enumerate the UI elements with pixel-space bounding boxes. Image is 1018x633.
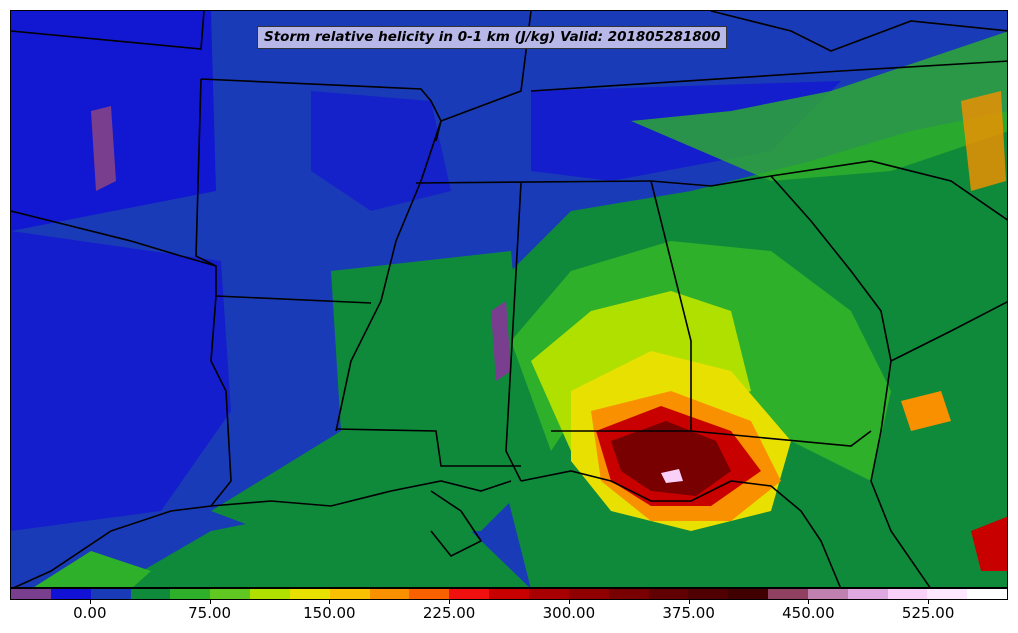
colorbar-swatch xyxy=(648,589,689,599)
colorbar-swatch xyxy=(847,589,888,599)
colorbar-tick-mark xyxy=(688,600,690,604)
field-louisiana-green xyxy=(211,251,531,541)
border-mississippi-alabama xyxy=(505,182,522,482)
colorbar-swatch xyxy=(170,589,211,599)
field-west-low xyxy=(11,11,216,231)
colorbar-swatch xyxy=(489,589,529,599)
field-texas-coast xyxy=(34,551,151,587)
border-georgia-sc xyxy=(770,175,892,362)
border-louisiana-mississippi xyxy=(335,428,521,467)
colorbar-swatch xyxy=(130,589,171,599)
border-tennessee-south xyxy=(415,180,652,184)
colorbar-swatch xyxy=(608,589,649,599)
colorbar-swatch xyxy=(90,589,131,599)
border-red-river xyxy=(11,210,217,267)
field-gulf-green xyxy=(114,511,529,587)
colorbar-swatch xyxy=(807,589,848,599)
colorbar-tick-label: 525.00 xyxy=(901,604,955,622)
colorbar-swatch xyxy=(688,589,729,599)
colorbar-swatch xyxy=(11,589,51,599)
colorbar-tick-mark xyxy=(808,600,810,604)
border-kentucky-virginia xyxy=(530,60,1007,92)
colorbar-tick-label: 225.00 xyxy=(422,604,476,622)
colorbar-swatch xyxy=(967,589,1008,599)
field-texas-purple xyxy=(91,106,116,191)
field-core-dark-red xyxy=(611,421,731,496)
colorbar-tick-mark xyxy=(89,600,91,604)
colorbar-tick-mark xyxy=(329,600,331,604)
colorbar-tick-mark xyxy=(568,600,570,604)
field-mississippi-purple xyxy=(491,301,511,381)
colorbar-swatch xyxy=(250,589,290,599)
map-canvas xyxy=(11,11,1007,587)
helicity-map: Storm relative helicity in 0-1 km (J/kg)… xyxy=(10,10,1008,588)
colorbar-swatch xyxy=(329,589,370,599)
colorbar-swatch xyxy=(568,589,609,599)
colorbar-swatch xyxy=(927,589,968,599)
colorbar xyxy=(10,588,1008,600)
colorbar-tick-mark xyxy=(209,600,211,604)
field-ne-hotspot xyxy=(961,91,1006,191)
border-mississippi-river xyxy=(335,120,442,432)
colorbar-swatch xyxy=(210,589,251,599)
field-arkansas-low xyxy=(311,91,451,211)
field-carolinas-green xyxy=(631,31,1007,181)
colorbar-tick-label: 375.00 xyxy=(662,604,715,622)
border-florida-north xyxy=(551,430,872,447)
colorbar-swatch xyxy=(768,589,808,599)
colorbar-tick-label: 150.00 xyxy=(303,604,356,622)
field-core-max xyxy=(661,469,683,483)
colorbar-swatch xyxy=(887,589,928,599)
coast-mississippi-delta xyxy=(430,490,483,558)
border-arkansas-louisiana xyxy=(215,295,372,304)
colorbar-swatch xyxy=(449,589,490,599)
border-oklahoma-east xyxy=(195,78,217,296)
coast-atlantic-carolina xyxy=(890,301,1007,362)
colorbar-swatch xyxy=(409,589,450,599)
border-ohio-river xyxy=(710,11,1007,52)
map-title: Storm relative helicity in 0-1 km (J/kg)… xyxy=(257,26,728,49)
colorbar-ticks: 0.00 75.00 150.00 225.00 300.00 375.00 450.00 5… xyxy=(10,600,1008,630)
border-nc-sc xyxy=(650,160,1007,221)
colorbar-swatch xyxy=(528,589,569,599)
coast-florida-panhandle xyxy=(520,470,842,587)
colorbar-tick-label: 75.00 xyxy=(188,604,232,622)
colorbar-swatch xyxy=(289,589,330,599)
colorbar-tick-mark xyxy=(928,600,930,604)
state-borders xyxy=(11,11,1007,587)
coast-georgia-florida-east xyxy=(870,360,931,587)
border-texas-louisiana xyxy=(210,295,232,507)
colorbar-tick-label: 0.00 xyxy=(73,604,107,622)
coast-gulf xyxy=(13,480,512,587)
field-atlantic-hotspot xyxy=(971,516,1007,571)
colorbar-tick-label: 450.00 xyxy=(782,604,835,622)
field-georgia-hotspot xyxy=(901,391,951,431)
colorbar-tick-label: 300.00 xyxy=(542,604,596,622)
colorbar-swatch xyxy=(50,589,91,599)
colorbar-swatch xyxy=(728,589,769,599)
colorbar-swatch xyxy=(369,589,410,599)
border-alabama-georgia xyxy=(650,180,692,431)
border-kansas-nebraska xyxy=(11,11,205,50)
colorbar-tick-mark xyxy=(449,600,451,604)
field-sw-low xyxy=(11,231,231,531)
